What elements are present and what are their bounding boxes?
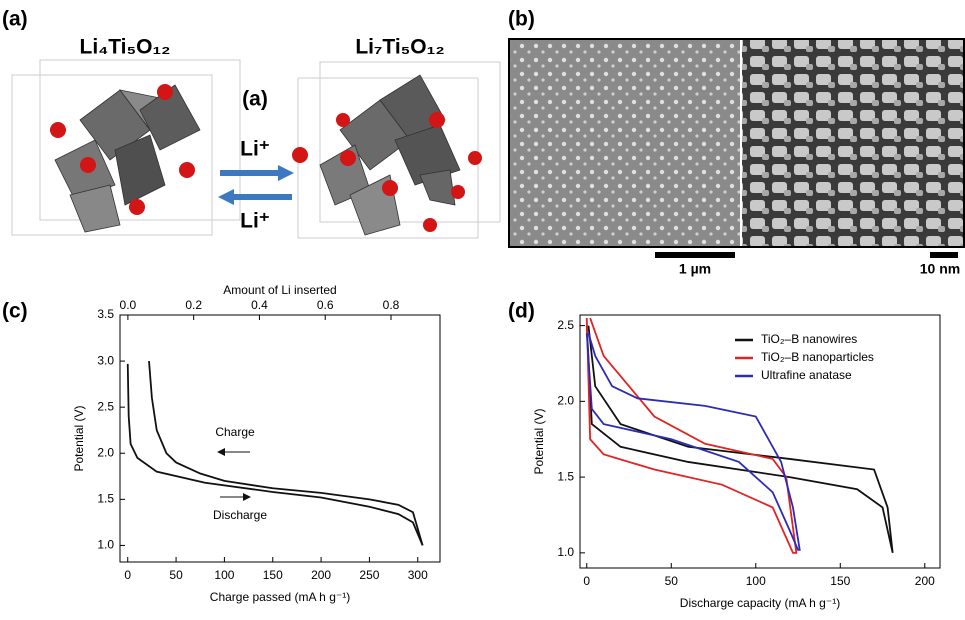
x-tick-label: 300: [408, 568, 428, 582]
x2-tick-label: 0.2: [185, 298, 202, 312]
ion-label: Li⁺: [240, 210, 270, 233]
series-line: [128, 364, 423, 546]
y-tick-label: 1.5: [557, 469, 574, 483]
annotation: Charge: [215, 425, 255, 439]
series-line: [149, 361, 423, 545]
x2-tick-label: 0.0: [120, 298, 137, 312]
x-tick-label: 250: [359, 568, 379, 582]
x2-tick-label: 0.6: [317, 298, 334, 312]
formula: Li₄Ti₅O₁₂: [80, 36, 171, 59]
y-tick-label: 1.5: [97, 492, 114, 506]
figure: (a) (b) (c) (d) Li₄Ti₅O₁₂ Li₇Ti₅O₁₂ (a) …: [0, 0, 965, 615]
annotation: Discharge: [213, 508, 267, 522]
x2-axis-label: Amount of Li inserted: [223, 283, 336, 297]
center-label: (a): [242, 88, 268, 111]
y-tick-label: 2.0: [557, 394, 574, 408]
x-tick-label: 150: [830, 574, 850, 588]
legend-label: TiO₂–B nanowires: [761, 332, 857, 346]
x2-tick-label: 0.8: [383, 298, 400, 312]
scale-bar: [655, 252, 735, 258]
panel-label: (a): [2, 8, 28, 31]
x-tick-label: 0: [124, 568, 131, 582]
panel-label: (b): [508, 8, 535, 31]
y-tick-label: 1.0: [557, 545, 574, 559]
x-tick-label: 50: [665, 574, 679, 588]
y-tick-label: 2.5: [557, 318, 574, 332]
plot-frame: [120, 315, 440, 562]
page: (a) (b) (c) (d) Li₄Ti₅O₁₂ Li₇Ti₅O₁₂ (a) …: [0, 0, 965, 620]
x-tick-label: 50: [169, 568, 183, 582]
arrows: [218, 165, 294, 205]
legend-label: TiO₂–B nanoparticles: [761, 350, 874, 364]
scale-bar: [930, 252, 958, 258]
y-tick-label: 3.5: [97, 307, 114, 321]
x-tick-label: 100: [746, 574, 766, 588]
sem-image: [742, 40, 965, 246]
legend-label: Ultrafine anatase: [761, 368, 852, 382]
plot-frame: [580, 315, 940, 568]
scale-label: 1 µm: [679, 261, 711, 277]
panel-label: (d): [508, 300, 535, 323]
x-axis-label: Charge passed (mA h g⁻¹): [210, 590, 350, 604]
panel-label: (c): [2, 300, 28, 323]
x-tick-label: 100: [214, 568, 234, 582]
x-tick-label: 0: [583, 574, 590, 588]
y-tick-label: 1.0: [97, 538, 114, 552]
y-tick-label: 2.0: [97, 445, 114, 459]
x2-tick-label: 0.4: [251, 298, 268, 312]
x-axis-label: Discharge capacity (mA h g⁻¹): [680, 596, 840, 610]
y-tick-label: 2.5: [97, 399, 114, 413]
x-tick-label: 150: [263, 568, 283, 582]
scale-label: 10 nm: [920, 261, 960, 277]
y-axis-label: Potential (V): [532, 408, 546, 474]
y-tick-label: 3.0: [97, 353, 114, 367]
ion-label: Li⁺: [240, 138, 270, 161]
formula: Li₇Ti₅O₁₂: [355, 36, 444, 59]
x-tick-label: 200: [311, 568, 331, 582]
sem-image: [510, 40, 740, 246]
y-axis-label: Potential (V): [72, 405, 86, 471]
x-tick-label: 200: [915, 574, 935, 588]
series-line: [587, 333, 800, 550]
